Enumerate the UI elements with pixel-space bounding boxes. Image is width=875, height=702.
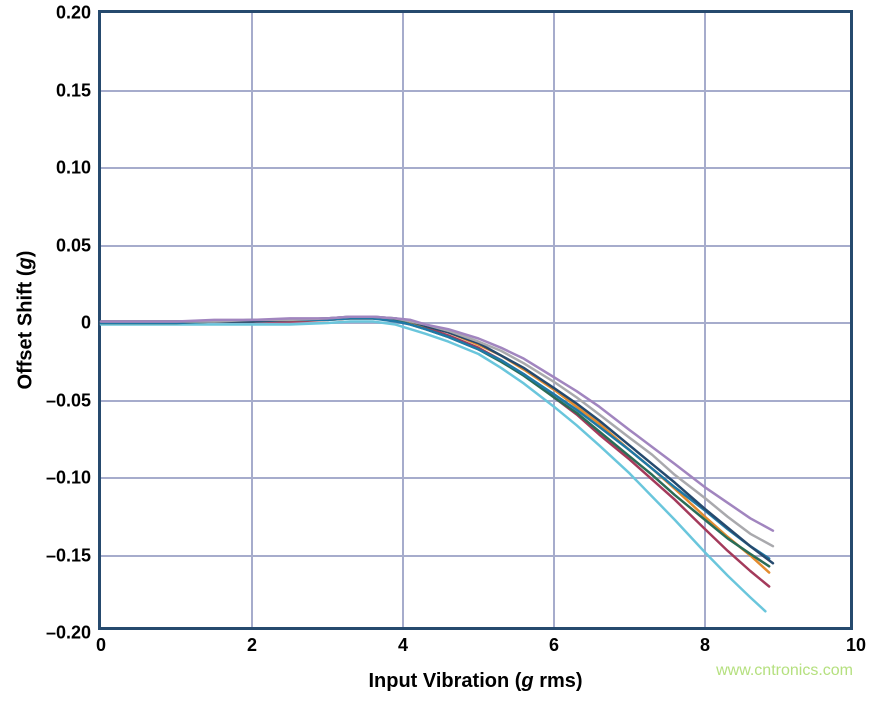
chart-container: 0246810–0.20–0.15–0.10–0.0500.050.100.15… [0,0,875,702]
plot-area: 0246810–0.20–0.15–0.10–0.0500.050.100.15… [98,10,853,630]
y-tick-label: 0.20 [56,3,101,24]
series-line [101,317,773,546]
y-tick-label: 0 [81,313,101,334]
x-axis-title-suffix: rms) [534,670,583,692]
y-tick-label: 0.15 [56,80,101,101]
series-line [101,318,769,558]
y-tick-label: 0.10 [56,158,101,179]
watermark: www.cntronics.com [716,662,853,680]
series-line [101,318,769,586]
y-tick-label: –0.05 [46,390,101,411]
series-line [101,318,769,572]
x-axis-title: Input Vibration (g rms) [368,670,582,693]
series-svg [101,13,856,633]
x-axis-title-unit: g [521,670,533,692]
y-axis-title: Offset Shift (g) [15,251,38,390]
y-axis-title-unit: g [15,257,37,269]
y-tick-label: –0.15 [46,545,101,566]
y-tick-label: –0.10 [46,468,101,489]
series-line [101,318,769,566]
x-axis-title-main: Input Vibration ( [368,670,521,692]
y-axis-title-suffix: ) [15,251,37,258]
y-tick-label: 0.05 [56,235,101,256]
y-tick-label: –0.20 [46,623,101,644]
series-line [101,317,773,563]
y-axis-title-main: Offset Shift ( [15,269,37,389]
